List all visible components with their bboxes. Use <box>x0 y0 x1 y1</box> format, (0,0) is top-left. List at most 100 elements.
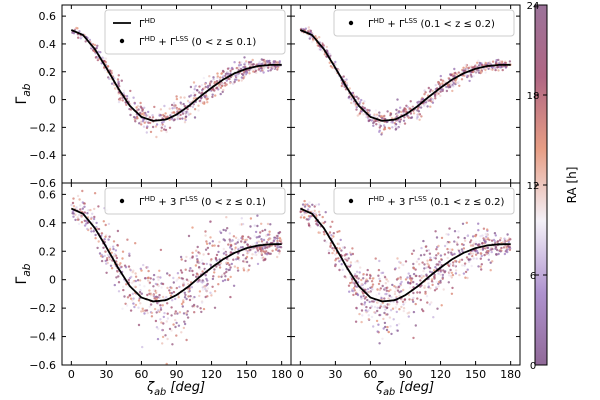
data-point <box>117 80 120 84</box>
data-point <box>400 263 404 266</box>
data-point <box>164 334 167 337</box>
data-point <box>429 105 432 108</box>
data-point <box>505 238 508 241</box>
data-point <box>251 253 254 256</box>
data-point <box>276 239 279 243</box>
data-point <box>218 258 221 261</box>
data-point <box>228 232 231 235</box>
data-point <box>489 269 492 272</box>
data-point <box>376 306 379 309</box>
data-point <box>97 227 101 231</box>
data-point <box>97 240 100 243</box>
data-point <box>175 321 178 325</box>
data-point <box>415 283 418 286</box>
data-point <box>196 89 199 92</box>
data-point <box>149 130 153 134</box>
data-point <box>188 298 192 302</box>
data-point <box>379 124 382 128</box>
data-point <box>220 82 224 86</box>
data-point <box>205 289 209 293</box>
data-point <box>249 225 252 228</box>
data-point <box>399 277 402 281</box>
data-point <box>398 308 401 311</box>
data-point <box>161 335 165 339</box>
data-point <box>395 113 399 116</box>
data-point <box>426 105 429 108</box>
data-point <box>191 105 195 109</box>
data-point <box>215 259 218 262</box>
data-point <box>168 274 171 277</box>
data-point <box>206 101 209 104</box>
data-point <box>155 297 158 301</box>
data-point <box>371 277 374 280</box>
data-point <box>241 235 245 238</box>
data-point <box>366 298 369 302</box>
data-point <box>489 248 492 251</box>
data-point <box>117 290 121 293</box>
data-point <box>394 128 397 131</box>
data-point <box>362 294 365 298</box>
data-point <box>338 230 341 233</box>
data-point <box>383 321 387 325</box>
data-point <box>477 59 480 62</box>
data-point <box>133 102 136 105</box>
data-point <box>149 277 152 280</box>
data-point <box>138 297 141 300</box>
data-point <box>211 285 214 288</box>
data-point <box>386 110 389 113</box>
data-point <box>261 246 264 250</box>
data-point <box>437 81 440 84</box>
data-point <box>426 259 429 262</box>
data-point <box>91 220 95 223</box>
data-point <box>240 61 243 64</box>
data-point <box>249 237 252 240</box>
data-point <box>242 66 245 69</box>
data-point <box>263 59 266 62</box>
data-point <box>143 277 147 280</box>
data-point <box>378 130 381 134</box>
data-point <box>324 211 327 214</box>
data-point <box>458 260 461 264</box>
data-point <box>423 93 426 96</box>
data-point <box>226 261 230 265</box>
data-point <box>237 238 240 241</box>
data-point <box>388 303 391 306</box>
data-point <box>268 230 271 233</box>
data-point <box>170 314 173 317</box>
data-point <box>372 325 375 328</box>
data-point <box>102 246 105 249</box>
data-point <box>377 274 380 277</box>
data-point <box>125 283 128 286</box>
data-point <box>187 283 190 286</box>
data-point <box>478 61 481 65</box>
data-point <box>434 230 437 233</box>
data-point <box>125 304 129 307</box>
x-tick-label: 180 <box>500 368 521 381</box>
data-point <box>186 108 189 111</box>
data-point <box>404 301 407 304</box>
data-point <box>398 260 401 264</box>
data-point <box>197 251 200 254</box>
data-point <box>217 250 220 254</box>
data-point <box>241 222 245 226</box>
data-point <box>112 83 116 87</box>
data-point <box>242 253 245 257</box>
data-point <box>239 246 243 249</box>
data-point <box>222 74 225 78</box>
data-point <box>245 71 248 74</box>
data-point <box>189 267 192 270</box>
data-point <box>494 68 497 72</box>
data-point <box>345 78 348 81</box>
data-point <box>447 281 450 284</box>
data-point <box>381 301 385 305</box>
data-point <box>230 66 234 70</box>
data-point <box>323 220 327 224</box>
data-point <box>429 256 432 259</box>
data-point <box>403 298 407 301</box>
data-point <box>180 302 184 306</box>
data-point <box>113 283 117 287</box>
data-point <box>419 298 422 302</box>
data-point <box>302 216 306 219</box>
data-point <box>479 257 482 260</box>
data-point <box>229 266 232 269</box>
